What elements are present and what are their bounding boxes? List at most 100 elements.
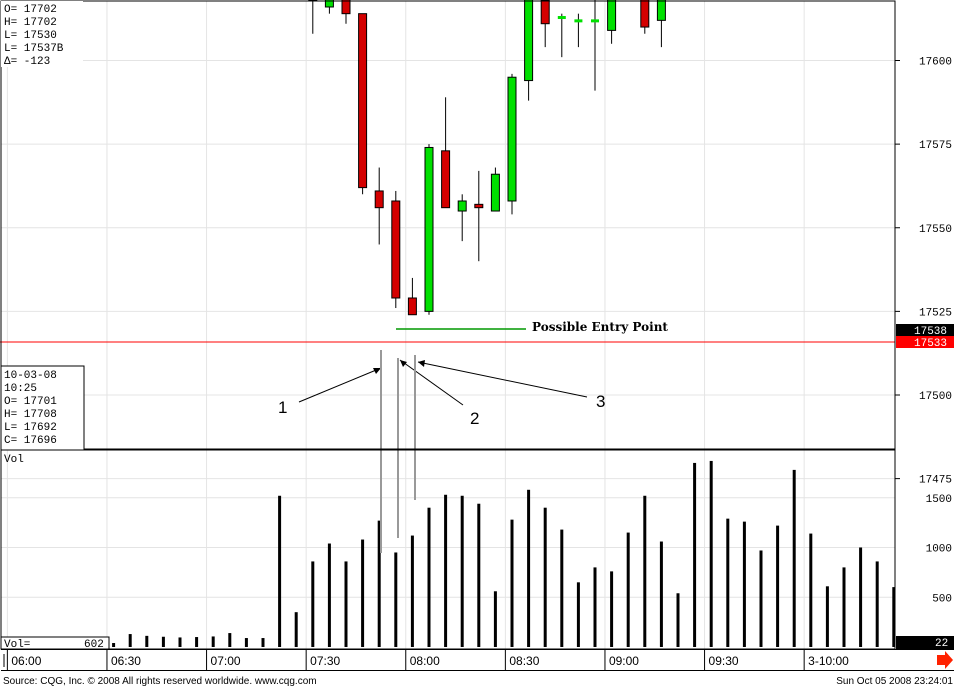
candle — [424, 144, 434, 315]
volume-bar — [875, 561, 879, 647]
candles — [308, 0, 666, 316]
price-tick-label: 17550 — [919, 224, 952, 236]
volume-bar — [709, 460, 713, 647]
volume-bar — [377, 520, 381, 647]
pointer-label-2: 2 — [470, 409, 479, 428]
time-tick-label: 3-10:00 — [808, 654, 849, 668]
volume-bar — [344, 561, 348, 647]
candle-body — [607, 0, 617, 31]
candle — [374, 167, 384, 245]
volume-bar — [792, 469, 796, 647]
time-tick-label: 08:30 — [509, 654, 539, 668]
time-tick-label: 09:30 — [709, 654, 739, 668]
entry-point-label: Possible Entry Point — [532, 320, 668, 334]
candle — [457, 194, 467, 242]
header-open: O= 17702 — [4, 4, 57, 16]
candle-body — [424, 146, 434, 312]
candle-body — [524, 0, 534, 82]
candle-body — [457, 200, 467, 212]
pointer-label-3: 3 — [596, 392, 605, 411]
volume-bar — [842, 567, 846, 647]
candle — [391, 190, 401, 309]
candle — [540, 0, 550, 48]
volume-labels: Vol Vol= 602 22 — [0, 454, 954, 651]
pointer-label-1: 1 — [278, 398, 287, 417]
arrow-right-icon — [937, 651, 953, 669]
volume-readout-value: 602 — [84, 639, 104, 651]
volume-bar — [460, 495, 464, 647]
volume-bar — [444, 494, 448, 647]
candle-body — [374, 190, 384, 209]
time-tick-label: 07:00 — [211, 654, 241, 668]
candle — [591, 0, 599, 91]
volume-bar — [410, 535, 414, 647]
volume-bar — [493, 591, 497, 647]
volume-bar — [510, 519, 514, 647]
candle-body — [407, 297, 417, 316]
volume-bar — [195, 637, 199, 647]
price-tick-label: 17475 — [919, 475, 952, 487]
volume-bar — [294, 612, 298, 647]
candle — [324, 0, 334, 14]
info-close: C= 17696 — [4, 435, 57, 447]
time-tick-label: 06:00 — [11, 654, 41, 668]
candle — [656, 0, 666, 48]
grid — [1, 1, 895, 649]
info-date: 10-03-08 — [4, 370, 57, 382]
candle-doji — [574, 19, 583, 23]
pointer-line-1 — [298, 367, 382, 403]
pointer-line-2 — [399, 359, 464, 406]
candle-body — [324, 0, 334, 8]
candle-body — [656, 0, 666, 21]
candle-body — [341, 0, 351, 15]
pointer-arrow-2 — [400, 360, 407, 367]
volume-bar — [759, 550, 763, 647]
current-price-tag: 17538 — [914, 326, 947, 338]
volume-tick-label: 1000 — [926, 544, 952, 556]
info-open: O= 17701 — [4, 396, 57, 408]
time-axis: 06:00 06:30 07:00 07:30 08:00 08:30 09:00 09:30… — [6, 650, 849, 670]
volume-bar — [394, 552, 398, 647]
footer: Source: CQG, Inc. © 2008 All rights rese… — [3, 676, 953, 687]
volume-bar — [593, 567, 597, 647]
volume-bar — [776, 525, 780, 647]
volume-bar — [825, 586, 829, 647]
volume-bar — [527, 489, 531, 647]
price-tags: 17538 17533 — [896, 324, 954, 350]
info-low: L= 17692 — [4, 422, 57, 434]
volume-bar — [228, 633, 232, 647]
volume-tick-label: 500 — [932, 593, 952, 605]
candle-doji — [557, 16, 566, 20]
volume-bar — [128, 634, 132, 647]
volume-bar — [112, 643, 116, 647]
volume-bar — [543, 507, 547, 647]
price-line-tag: 17533 — [914, 338, 947, 350]
scroll-right-button[interactable] — [937, 651, 953, 669]
candle-doji — [591, 19, 599, 23]
candle-body — [490, 173, 500, 212]
volume-bar — [327, 543, 331, 647]
volume-bar — [892, 587, 896, 647]
volume-readout-label: Vol= — [4, 639, 30, 651]
volume-bars — [12, 460, 896, 647]
price-axis: 1747517500175251755017575176001762517650… — [895, 57, 952, 487]
candle — [441, 97, 451, 209]
header-delta: Δ= -123 — [4, 56, 50, 68]
volume-right-value: 22 — [935, 638, 948, 650]
volume-panel-label: Vol — [4, 454, 24, 466]
candle — [607, 0, 617, 44]
header-low: L= 17530 — [4, 30, 57, 42]
volume-bar — [361, 539, 365, 647]
candle — [308, 0, 318, 34]
volume-bar — [178, 637, 182, 647]
volume-bar — [145, 635, 149, 647]
footer-source: Source: CQG, Inc. © 2008 All rights rese… — [3, 676, 317, 687]
volume-tick-label: 1500 — [926, 494, 952, 506]
volume-bar — [610, 571, 614, 647]
candle-body — [540, 0, 550, 25]
candle — [507, 73, 517, 215]
volume-bar — [560, 529, 564, 647]
candle-body — [358, 13, 368, 189]
volume-bar — [726, 518, 730, 647]
